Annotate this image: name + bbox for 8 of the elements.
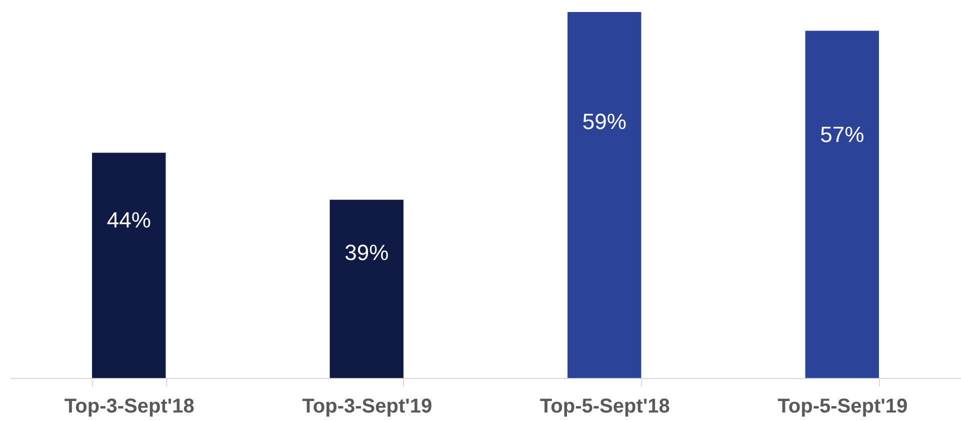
x-tick-label: Top-5-Sept'19 <box>778 396 908 418</box>
x-tick-label: Top-3-Sept'18 <box>64 396 194 418</box>
data-label: 57% <box>820 122 864 147</box>
data-label: 44% <box>106 207 151 232</box>
x-tick-label: Top-3-Sept'19 <box>302 396 432 418</box>
x-tick-label: Top-5-Sept'18 <box>540 396 670 418</box>
data-label: 39% <box>344 240 389 266</box>
data-label: 59% <box>582 108 626 134</box>
